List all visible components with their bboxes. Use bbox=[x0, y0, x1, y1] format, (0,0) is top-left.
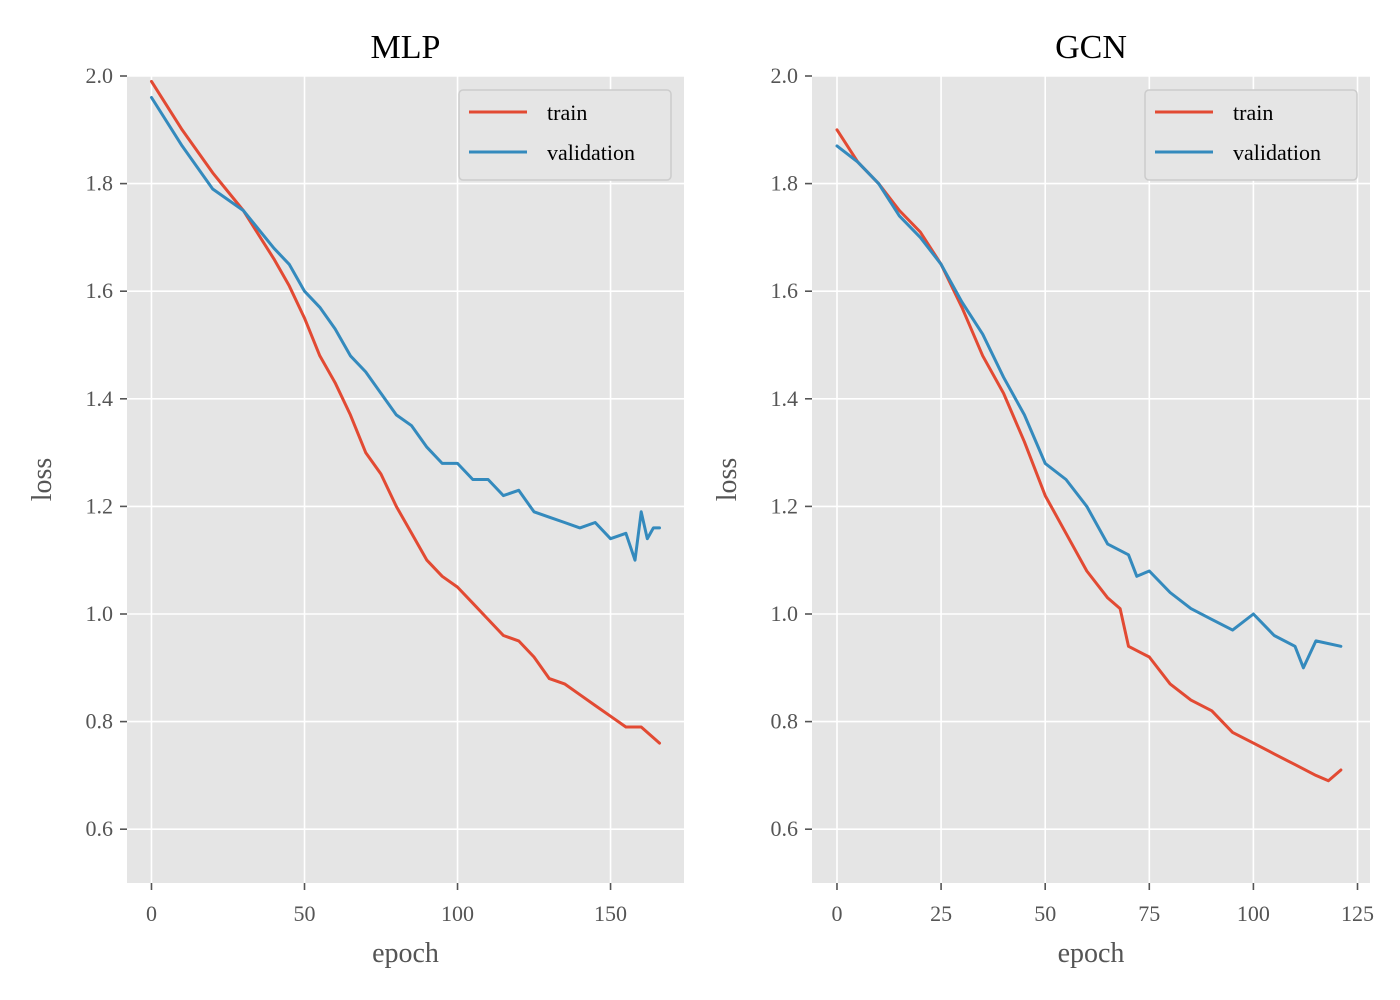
gcn-y-tick-label: 0.6 bbox=[771, 816, 799, 841]
gcn-x-tick-label: 100 bbox=[1237, 901, 1270, 926]
gcn-series-lines bbox=[835, 128, 1343, 783]
gcn-y-tick-label: 1.6 bbox=[771, 278, 799, 303]
mlp-ticks: 0.6 0.8 1.0 1.2 1.4 1.6 1.8 2.0 0 50 100 150 bbox=[86, 63, 628, 926]
gcn-grid bbox=[812, 75, 1370, 883]
gcn-chart-panel: 0.6 0.8 1.0 1.2 1.4 1.6 1.8 2.0 0 25 50 75 100 125 GC… bbox=[712, 29, 1374, 969]
mlp-legend: train validation bbox=[458, 89, 672, 181]
mlp-x-axis-label: epoch bbox=[372, 938, 439, 969]
mlp-legend-label-train: train bbox=[547, 100, 587, 125]
mlp-grid bbox=[127, 75, 684, 883]
mlp-x-tick-label: 100 bbox=[441, 901, 474, 926]
mlp-y-tick-label: 0.6 bbox=[86, 816, 114, 841]
gcn-y-tick-label: 2.0 bbox=[771, 63, 799, 88]
gcn-y-tick-label: 1.0 bbox=[771, 601, 799, 626]
gcn-y-tick-label: 1.4 bbox=[771, 386, 799, 411]
gcn-legend-label-validation: validation bbox=[1233, 140, 1321, 165]
mlp-chart-title: MLP bbox=[371, 29, 441, 66]
mlp-y-axis-label: loss bbox=[27, 458, 58, 502]
mlp-train-line bbox=[150, 79, 661, 745]
mlp-y-tick-label: 1.8 bbox=[86, 171, 114, 196]
gcn-chart-title: GCN bbox=[1055, 29, 1127, 66]
mlp-y-tick-label: 1.6 bbox=[86, 278, 114, 303]
gcn-y-tick-label: 0.8 bbox=[771, 709, 799, 734]
gcn-plot-area bbox=[812, 76, 1370, 883]
gcn-y-tick-label: 1.2 bbox=[771, 493, 799, 518]
mlp-validation-line bbox=[150, 96, 661, 562]
mlp-plot-area bbox=[127, 76, 684, 883]
mlp-x-tick-label: 0 bbox=[146, 901, 157, 926]
mlp-legend-label-validation: validation bbox=[547, 140, 635, 165]
gcn-x-tick-label: 125 bbox=[1341, 901, 1374, 926]
gcn-x-tick-label: 75 bbox=[1138, 901, 1160, 926]
mlp-chart-panel: 0.6 0.8 1.0 1.2 1.4 1.6 1.8 2.0 0 50 100 150 MLP ep… bbox=[27, 29, 684, 969]
mlp-y-tick-label: 1.2 bbox=[86, 493, 114, 518]
mlp-y-tick-label: 1.4 bbox=[86, 386, 114, 411]
gcn-x-tick-label: 25 bbox=[930, 901, 952, 926]
gcn-train-line bbox=[835, 128, 1343, 783]
gcn-y-tick-label: 1.8 bbox=[771, 171, 799, 196]
gcn-x-tick-label: 50 bbox=[1034, 901, 1056, 926]
gcn-validation-line bbox=[835, 144, 1343, 670]
mlp-y-tick-label: 2.0 bbox=[86, 63, 114, 88]
gcn-legend: train validation bbox=[1144, 89, 1358, 181]
mlp-y-tick-label: 1.0 bbox=[86, 601, 114, 626]
gcn-x-tick-label: 0 bbox=[831, 901, 842, 926]
gcn-ticks: 0.6 0.8 1.0 1.2 1.4 1.6 1.8 2.0 0 25 50 75 100 125 bbox=[771, 63, 1375, 926]
mlp-y-tick-label: 0.8 bbox=[86, 709, 114, 734]
mlp-x-tick-label: 50 bbox=[294, 901, 316, 926]
mlp-series-lines bbox=[150, 79, 661, 745]
gcn-x-axis-label: epoch bbox=[1058, 938, 1125, 969]
gcn-y-axis-label: loss bbox=[712, 458, 743, 502]
mlp-x-tick-label: 150 bbox=[594, 901, 627, 926]
gcn-legend-label-train: train bbox=[1233, 100, 1273, 125]
